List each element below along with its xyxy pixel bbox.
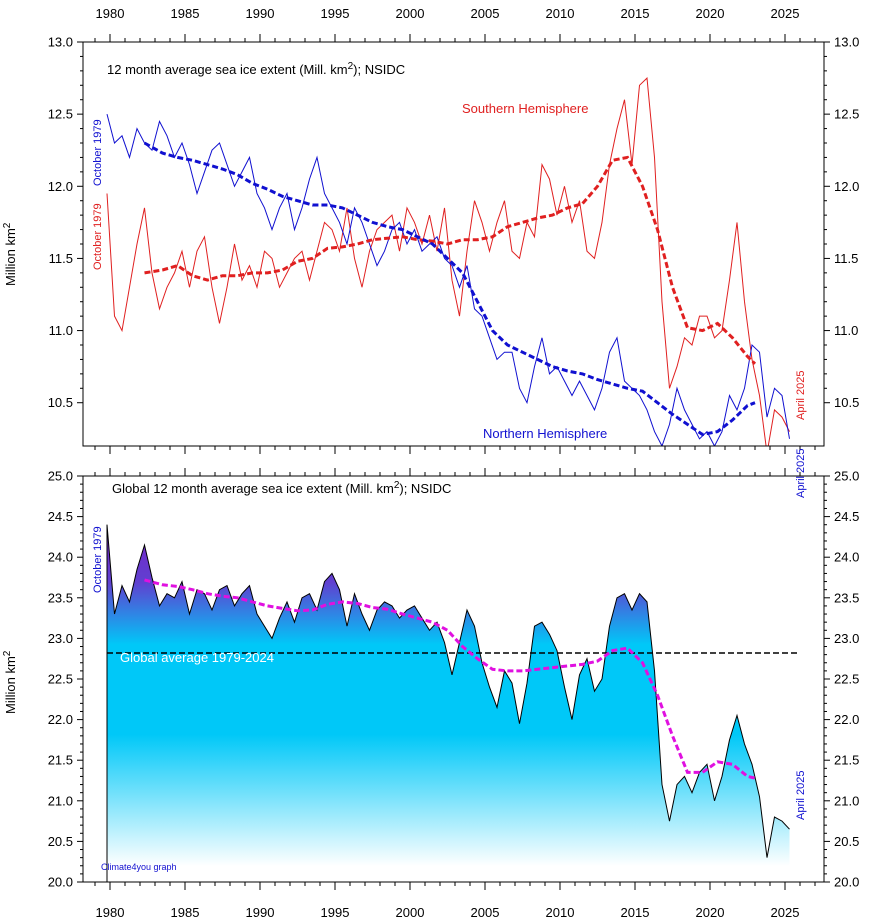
hemisphere-ytick-label-left: 11.0 — [49, 323, 73, 338]
hemisphere-ytick-label-right: 12.5 — [834, 107, 859, 122]
hemisphere-xtick-label-top: 2020 — [696, 6, 725, 21]
global-ytick-label-left: 20.5 — [48, 834, 73, 849]
global-extent-outline — [106, 524, 790, 858]
legend-northern-hemisphere: Northern Hemisphere — [483, 426, 607, 441]
hemisphere-xtick-label-top: 2010 — [546, 6, 575, 21]
hemisphere-title-main: 12 month average sea ice extent (Mill. k… — [107, 62, 348, 77]
legend-southern-hemisphere: Southern Hemisphere — [462, 101, 588, 116]
hemisphere-ytick-label-left: 10.5 — [48, 395, 73, 410]
global-xtick-label-bottom: 2015 — [621, 905, 650, 920]
hemisphere-axes: 10.5 10.5 11.0 11.0 11.5 11.5 12.0 12.0 12.5 12.5… — [48, 6, 859, 454]
hemisphere-ylabel-sup: 2 — [2, 222, 13, 228]
global-ytick-label-left: 22.0 — [48, 712, 73, 727]
global-axes: 20.0 20.0 20.5 20.5 21.0 21.0 21.5 21.5 22.0 22.0… — [48, 468, 859, 920]
hemisphere-ytick-label-left: 11.5 — [49, 251, 73, 266]
hemisphere-ytick-label-left: 13.0 — [48, 35, 73, 50]
global-xtick-label-bottom: 2010 — [546, 905, 575, 920]
global-ytick-label-left: 23.5 — [48, 590, 73, 605]
global-ylabel-sup: 2 — [2, 650, 13, 656]
global-start-label: October 1979 — [92, 526, 104, 593]
hemisphere-ytick-label-right: 12.0 — [834, 179, 859, 194]
hemisphere-xtick-label-top: 1985 — [171, 6, 200, 21]
hemisphere-xtick-label-top: 1995 — [321, 6, 350, 21]
global-xtick-label-bottom: 2025 — [771, 905, 800, 920]
hemisphere-plot-frame — [82, 41, 825, 447]
southern-hemisphere-line — [106, 77, 790, 446]
hemisphere-ytick-label-right: 10.5 — [834, 395, 859, 410]
sh-start-label: October 1979 — [92, 203, 104, 270]
global-ytick-label-left: 25.0 — [48, 469, 73, 484]
hemisphere-series-layer — [106, 77, 790, 446]
global-ytick-label-right: 22.5 — [834, 672, 859, 687]
hemisphere-panel: 10.5 10.5 11.0 11.0 11.5 11.5 12.0 12.0 12.5 12.5… — [2, 6, 859, 498]
global-ytick-label-left: 20.0 — [48, 875, 73, 890]
global-ytick-label-right: 21.5 — [834, 753, 859, 768]
hemisphere-ytick-label-left: 12.0 — [48, 179, 73, 194]
global-xtick-label-bottom: 2005 — [471, 905, 500, 920]
global-average-label: Global average 1979-2024 — [120, 650, 274, 665]
global-end-label: April 2025 — [795, 770, 807, 820]
global-ytick-label-right: 23.5 — [834, 590, 859, 605]
hemisphere-y-axis-label: Million km2 — [2, 222, 18, 286]
global-xtick-label-bottom: 1990 — [246, 905, 275, 920]
northern-hemisphere-smoothed-line — [143, 141, 756, 437]
credit-label: Climate4you graph — [101, 862, 177, 872]
global-series-layer — [106, 524, 797, 882]
global-title-main: Global 12 month average sea ice extent (… — [112, 481, 394, 496]
global-panel: 20.0 20.0 20.5 20.5 21.0 21.0 21.5 21.5 22.0 22.0… — [2, 468, 859, 920]
hemisphere-xtick-label-top: 1990 — [246, 6, 275, 21]
global-ytick-label-left: 23.0 — [48, 631, 73, 646]
hemisphere-chart-title: 12 month average sea ice extent (Mill. k… — [107, 61, 405, 77]
hemisphere-xtick-label-top: 1980 — [96, 6, 125, 21]
sh-end-label: April 2025 — [795, 370, 807, 420]
hemisphere-xtick-label-top: 2015 — [621, 6, 650, 21]
global-xtick-label-bottom: 1995 — [321, 905, 350, 920]
global-ytick-label-right: 23.0 — [834, 631, 859, 646]
hemisphere-xtick-label-top: 2025 — [771, 6, 800, 21]
global-ytick-label-left: 24.0 — [48, 550, 73, 565]
global-title-tail: ); NSIDC — [399, 481, 451, 496]
hemisphere-ytick-label-right: 11.5 — [834, 251, 858, 266]
global-y-axis-label: Million km2 — [2, 650, 18, 714]
global-ytick-label-left: 21.5 — [48, 753, 73, 768]
global-ytick-label-right: 20.0 — [834, 875, 859, 890]
hemisphere-ytick-label-right: 11.0 — [834, 323, 858, 338]
hemisphere-title-tail: ); NSIDC — [353, 62, 405, 77]
hemisphere-xtick-label-top: 2000 — [396, 6, 425, 21]
global-ytick-label-left: 21.0 — [48, 793, 73, 808]
global-chart-title: Global 12 month average sea ice extent (… — [112, 480, 451, 496]
global-ytick-label-left: 24.5 — [48, 509, 73, 524]
southern-hemisphere-smoothed-line — [144, 155, 757, 365]
global-ylabel-main: Million km — [3, 656, 18, 714]
global-xtick-label-bottom: 1980 — [96, 905, 125, 920]
global-ytick-label-left: 22.5 — [48, 672, 73, 687]
global-xtick-label-bottom: 2020 — [696, 905, 725, 920]
global-ytick-label-right: 25.0 — [834, 469, 859, 484]
global-ytick-label-right: 20.5 — [834, 834, 859, 849]
global-ytick-label-right: 24.0 — [834, 550, 859, 565]
hemisphere-ytick-label-left: 12.5 — [48, 107, 73, 122]
global-title-superscript: 2 — [394, 480, 400, 491]
global-xtick-label-bottom: 1985 — [171, 905, 200, 920]
global-ytick-label-right: 21.0 — [834, 793, 859, 808]
hemisphere-xtick-label-top: 2005 — [471, 6, 500, 21]
global-ytick-label-right: 22.0 — [834, 712, 859, 727]
global-xtick-label-bottom: 2000 — [396, 905, 425, 920]
global-ytick-label-right: 24.5 — [834, 509, 859, 524]
hemisphere-title-superscript: 2 — [348, 61, 354, 72]
hemisphere-ytick-label-right: 13.0 — [834, 35, 859, 50]
nh-start-label: October 1979 — [92, 119, 104, 186]
hemisphere-ylabel-main: Million km — [3, 228, 18, 286]
northern-hemisphere-line — [106, 113, 790, 446]
nh-end-label: April 2025 — [795, 448, 807, 498]
global-extent-area — [107, 524, 790, 882]
